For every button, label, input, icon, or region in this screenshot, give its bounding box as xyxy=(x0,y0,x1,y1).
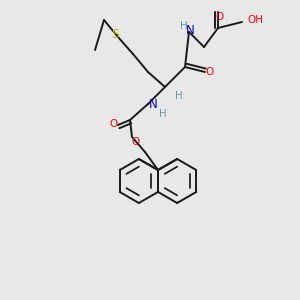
Text: O: O xyxy=(216,12,224,22)
Text: O: O xyxy=(205,67,213,77)
Text: N: N xyxy=(186,25,194,38)
Text: H: H xyxy=(175,91,183,101)
Text: S: S xyxy=(111,28,119,41)
Text: OH: OH xyxy=(247,15,263,25)
Text: H: H xyxy=(159,109,167,119)
Text: O: O xyxy=(131,137,139,147)
Text: H: H xyxy=(180,21,188,31)
Text: O: O xyxy=(109,119,117,129)
Text: N: N xyxy=(148,98,158,110)
